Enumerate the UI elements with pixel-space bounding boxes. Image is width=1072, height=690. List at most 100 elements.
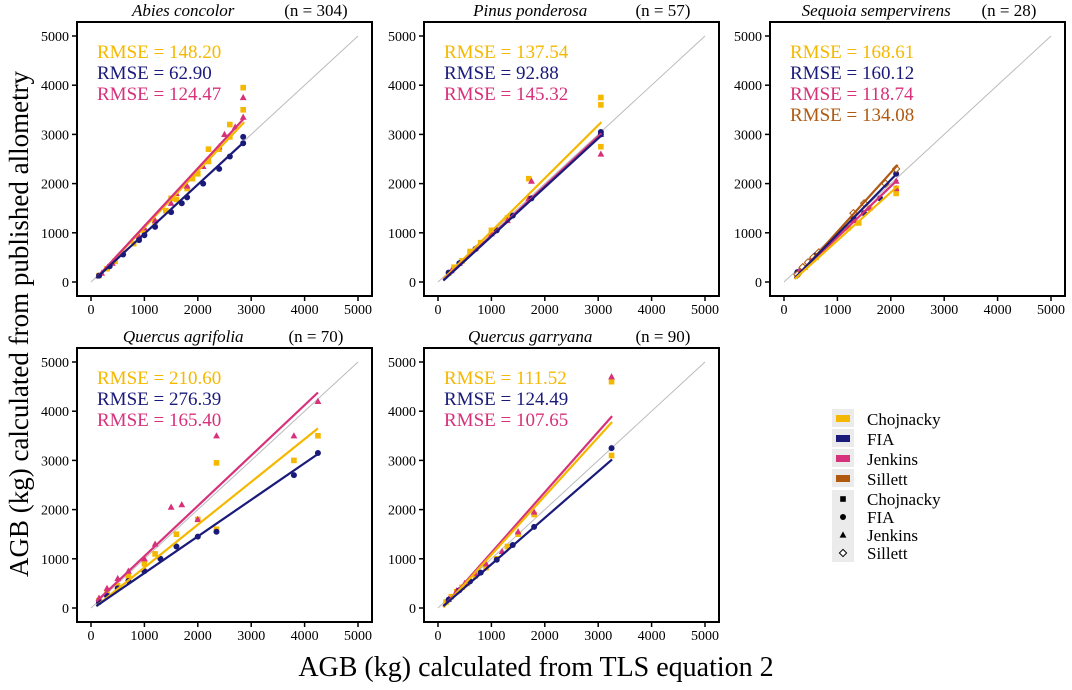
fit-line-jenkins — [95, 391, 319, 603]
y-tick-label: 5000 — [41, 356, 69, 371]
legend-shape-square — [840, 496, 846, 502]
y-tick-label: 5000 — [41, 30, 69, 45]
point-chojnacky — [893, 190, 899, 197]
x-tick-label: 4000 — [984, 303, 1012, 318]
point-jenkins — [314, 397, 322, 404]
x-tick-label: 4000 — [291, 629, 319, 644]
x-tick-label: 5000 — [344, 303, 372, 318]
point-jenkins — [141, 555, 148, 562]
x-tick-label: 5000 — [344, 629, 372, 644]
point-chojnacky — [315, 433, 321, 439]
x-tick-label: 3000 — [237, 629, 265, 644]
point-chojnacky — [240, 107, 246, 113]
panel-title: Quercus agrifolia — [123, 327, 244, 346]
point-jenkins — [213, 432, 220, 439]
x-tick-label: 5000 — [1037, 303, 1065, 318]
point-chojnacky — [227, 121, 233, 128]
point-jenkins — [290, 432, 298, 439]
point-chojnacky — [213, 460, 220, 466]
point-chojnacky — [855, 220, 862, 226]
fit-line-chojnacky — [442, 421, 613, 609]
point-chojnacky — [504, 543, 511, 550]
x-tick-label: 3000 — [584, 629, 612, 644]
point-sillett — [891, 164, 901, 174]
point-jenkins — [514, 528, 522, 535]
point-fia — [290, 472, 297, 479]
point-chojnacky — [141, 560, 148, 567]
y-tick-label: 3000 — [388, 454, 416, 469]
legend-color-item: FIA — [832, 429, 895, 449]
point-fia — [213, 528, 220, 535]
panel-3: Sequoia sempervirens (n = 28) 0 1000 2000 300… — [734, 1, 1066, 318]
panel-4: Quercus agrifolia (n = 70) 0 1000 2000 3000 40… — [41, 327, 373, 644]
x-tick-label: 5000 — [691, 629, 719, 644]
legend-label: FIA — [867, 430, 895, 449]
y-tick-label: 0 — [62, 602, 69, 617]
identity-line — [90, 361, 359, 609]
legend-key-chojnacky — [836, 415, 850, 422]
point-jenkins — [239, 113, 247, 120]
legend-label: Chojnacky — [867, 490, 941, 509]
y-tick-label: 1000 — [734, 227, 762, 242]
y-tick-label: 0 — [62, 276, 69, 291]
legend-label: Chojnacky — [867, 410, 941, 429]
legend-shape-item: Jenkins — [832, 526, 918, 545]
panel-5: Quercus garryana (n = 90) 0 1000 2000 3000 400… — [388, 327, 720, 644]
y-tick-label: 5000 — [388, 30, 416, 45]
fit-line-chojnacky — [95, 427, 319, 607]
y-tick-label: 4000 — [41, 405, 69, 420]
legend-label: Jenkins — [867, 450, 918, 469]
point-chojnacky — [125, 573, 132, 579]
legend-shape-circle — [840, 514, 846, 520]
x-tick-label: 1000 — [130, 629, 158, 644]
legend-shape-diamond — [838, 548, 848, 558]
y-tick-label: 5000 — [734, 30, 762, 45]
identity-line — [437, 361, 706, 609]
y-tick-label: 4000 — [734, 79, 762, 94]
fit-line-fia — [95, 140, 246, 279]
point-jenkins — [528, 177, 535, 184]
y-tick-label: 2000 — [388, 504, 416, 519]
point-chojnacky — [598, 143, 604, 150]
point-jenkins — [530, 508, 538, 515]
y-tick-label: 1000 — [388, 227, 416, 242]
legend-label: Jenkins — [867, 526, 918, 545]
point-chojnacky — [443, 599, 449, 605]
fit-line-jenkins — [95, 117, 246, 279]
x-tick-label: 2000 — [184, 629, 212, 644]
y-tick-label: 2000 — [734, 178, 762, 193]
panel-n-label: (n = 90) — [635, 327, 690, 346]
point-chojnacky — [598, 94, 604, 101]
panel-n-label: (n = 28) — [981, 1, 1036, 20]
x-tick-label: 2000 — [531, 303, 559, 318]
point-chojnacky — [608, 452, 615, 459]
y-tick-label: 3000 — [734, 128, 762, 143]
x-tick-label: 1000 — [823, 303, 851, 318]
y-tick-label: 5000 — [388, 356, 416, 371]
legend-shape-item: FIA — [832, 508, 895, 527]
rmse-chojnacky: RMSE = 210.60 — [97, 368, 221, 389]
x-axis-label: AGB (kg) calculated from TLS equation 2 — [298, 652, 773, 683]
rmse-sillett: RMSE = 134.08 — [790, 105, 914, 126]
x-tick-label: 0 — [88, 303, 95, 318]
point-chojnacky — [525, 175, 532, 182]
rmse-chojnacky: RMSE = 148.20 — [97, 42, 221, 63]
y-tick-label: 1000 — [388, 553, 416, 568]
y-tick-label: 4000 — [41, 79, 69, 94]
fit-line-fia — [793, 172, 899, 279]
point-fia — [173, 543, 180, 550]
rmse-fia: RMSE = 92.88 — [444, 63, 559, 84]
y-tick-label: 3000 — [41, 128, 69, 143]
legend-label: FIA — [867, 508, 895, 527]
x-tick-label: 5000 — [691, 303, 719, 318]
legend-shape-item: Chojnacky — [832, 490, 941, 509]
x-tick-label: 0 — [88, 629, 95, 644]
legend-key-jenkins — [836, 455, 850, 462]
panel-n-label: (n = 57) — [635, 1, 690, 20]
y-tick-label: 2000 — [41, 178, 69, 193]
panel-title: Sequoia sempervirens — [802, 1, 951, 20]
legend-color-item: Sillett — [832, 469, 908, 489]
point-chojnacky — [173, 196, 180, 203]
